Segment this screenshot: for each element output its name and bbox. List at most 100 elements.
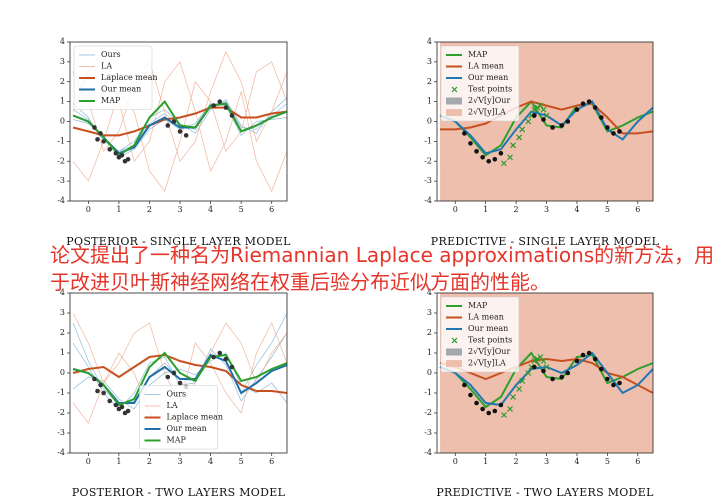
data-point xyxy=(119,152,125,158)
y-tick-label: -4 xyxy=(57,196,65,205)
data-point xyxy=(617,129,622,134)
legend-label: Our mean xyxy=(468,73,508,82)
legend-label: 2√V[y]LA xyxy=(468,359,506,368)
legend-marker xyxy=(451,337,458,344)
x-tick-label: 2 xyxy=(147,457,152,466)
data-point xyxy=(125,408,131,414)
x-tick-label: 4 xyxy=(574,457,579,466)
x-tick-label: 1 xyxy=(116,205,121,214)
x-tick-label: 4 xyxy=(208,205,213,214)
test-point xyxy=(516,386,523,392)
data-point xyxy=(598,366,604,372)
test-point xyxy=(531,358,538,364)
x-tick-label: 4 xyxy=(208,457,213,466)
data-point xyxy=(541,117,546,122)
legend-label: Our mean xyxy=(101,85,141,94)
y-tick-label: 0 xyxy=(60,117,65,126)
test-point xyxy=(543,364,550,370)
data-point xyxy=(211,103,216,108)
subtitle-line: 于改进贝叶斯神经网络在权重后验分布近似方面的性能。 xyxy=(50,270,550,294)
legend-box xyxy=(73,45,153,110)
data-point xyxy=(229,364,235,370)
legend-swatch xyxy=(446,97,462,105)
x-tick-label: 6 xyxy=(635,457,640,466)
data-point xyxy=(617,380,622,386)
x-tick-label: 3 xyxy=(177,457,182,466)
data-point xyxy=(565,119,571,124)
data-point xyxy=(574,107,580,112)
data-point xyxy=(229,113,235,118)
test-point xyxy=(501,412,507,418)
data-point xyxy=(223,356,229,362)
x-tick-label: 1 xyxy=(116,457,121,466)
data-point xyxy=(486,158,492,164)
data-point xyxy=(605,376,610,382)
x-tick-label: 6 xyxy=(635,205,640,214)
x-tick-label: 0 xyxy=(86,457,91,466)
x-tick-label: 4 xyxy=(574,205,579,214)
x-tick-label: 6 xyxy=(269,205,274,214)
legend-label: 2√V[y]Our xyxy=(468,96,510,105)
test-point xyxy=(507,406,513,412)
y-tick-label: -1 xyxy=(424,388,432,397)
test-point xyxy=(516,134,523,141)
legend-label: Laplace mean xyxy=(167,413,224,422)
y-tick-label: 3 xyxy=(427,57,432,66)
data-point xyxy=(217,350,223,356)
data-point xyxy=(480,406,485,412)
data-point xyxy=(177,129,183,134)
x-tick-label: 3 xyxy=(544,205,549,214)
data-point xyxy=(611,131,616,136)
legend: MAP LA mean Our mean Test points 2√V[y]Our 2√… xyxy=(440,45,520,122)
data-point xyxy=(486,410,492,416)
legend: Ours LA Laplace mean Our mean MAP xyxy=(139,385,224,450)
y-tick-label: -2 xyxy=(57,156,65,165)
legend-label: 2√V[y]Our xyxy=(468,347,510,356)
x-tick-label: 0 xyxy=(453,457,458,466)
data-point xyxy=(125,156,131,162)
test-point xyxy=(510,394,516,400)
legend-box xyxy=(139,385,218,450)
x-tick-label: 3 xyxy=(544,457,549,466)
x-tick-label: 5 xyxy=(605,205,610,214)
test-point xyxy=(525,118,532,125)
legend-label: MAP xyxy=(167,436,187,445)
data-point xyxy=(611,382,616,388)
legend-label: LA xyxy=(101,62,112,71)
data-point xyxy=(492,156,498,162)
test-point xyxy=(534,356,541,362)
panel: 0 1 2 3 4 5 6 -4 -3 -2 -1 0 1 2 3 4 POSTERIOR - SINGLE L… xyxy=(57,37,291,248)
y-tick-label: -3 xyxy=(57,176,65,185)
data-point xyxy=(550,125,555,130)
panel-caption: POSTERIOR - SINGLE LAYER MODEL xyxy=(66,235,291,248)
test-point xyxy=(543,112,550,119)
y-tick-label: 2 xyxy=(427,77,432,86)
data-point xyxy=(101,139,106,144)
legend-label: Our mean xyxy=(167,424,207,433)
y-tick-label: 2 xyxy=(427,328,432,337)
data-point xyxy=(462,131,467,136)
data-point xyxy=(165,123,171,128)
y-tick-label: 1 xyxy=(427,348,432,357)
plot-area xyxy=(72,312,287,434)
data-point xyxy=(95,388,100,394)
panel-caption: POSTERIOR - TWO LAYERS MODEL xyxy=(72,486,286,499)
data-point xyxy=(165,374,171,380)
y-tick-label: 2 xyxy=(60,328,65,337)
legend-swatch xyxy=(446,109,462,116)
test-point xyxy=(534,104,541,111)
x-tick-label: 2 xyxy=(514,205,519,214)
y-tick-label: 1 xyxy=(60,348,65,357)
x-tick-label: 1 xyxy=(483,205,488,214)
data-point xyxy=(492,408,498,414)
y-tick-label: 3 xyxy=(60,57,65,66)
y-tick-label: -1 xyxy=(57,388,65,397)
x-tick-label: 2 xyxy=(147,205,152,214)
mean-line xyxy=(72,351,287,407)
x-tick-label: 3 xyxy=(177,205,182,214)
test-point xyxy=(540,358,547,364)
data-point xyxy=(217,99,223,104)
data-point xyxy=(98,131,103,136)
legend-label: Test points xyxy=(468,336,512,345)
